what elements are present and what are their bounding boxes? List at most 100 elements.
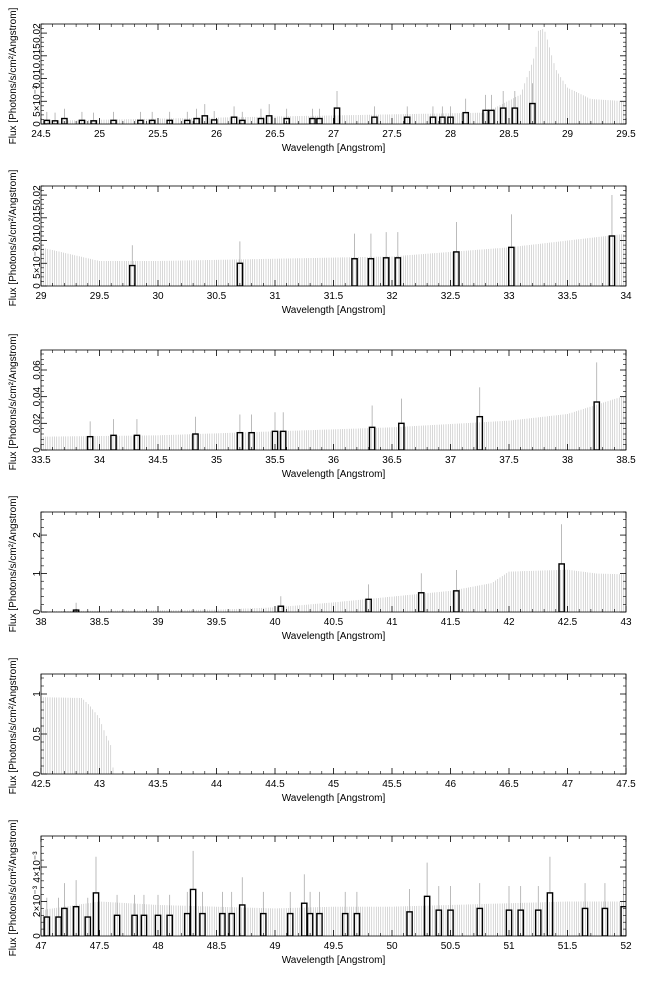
flux-bar	[183, 119, 191, 124]
flux-bar	[367, 258, 375, 286]
x-tick-label: 38	[35, 617, 47, 628]
flux-bar	[137, 119, 144, 124]
flux-bar	[529, 102, 536, 124]
x-tick-label: 29.5	[90, 291, 110, 302]
flux-bar	[517, 909, 525, 936]
flux-bar	[61, 117, 68, 124]
x-tick-label: 44.5	[265, 779, 285, 790]
x-tick-label: 50.5	[441, 941, 461, 952]
flux-bar	[84, 916, 92, 936]
flux-bar	[193, 117, 200, 124]
plot-area	[41, 195, 626, 286]
x-tick-label: 38.5	[90, 617, 110, 628]
x-tick-label: 45	[328, 779, 340, 790]
plot-area	[41, 362, 626, 450]
flux-bar	[511, 107, 519, 124]
chart-panel-3: 33.5 34 34.5 35 35.5 36 36.5 37 37.5 38 38.5 0 0.02 0…	[8, 333, 636, 480]
flux-bar	[333, 107, 341, 124]
y-tick-label: 0	[32, 771, 43, 777]
x-tick-label: 26	[211, 129, 223, 140]
flux-bar	[238, 119, 246, 124]
y-tick-label: 4×10⁻³	[32, 851, 43, 883]
x-tick-label: 40.5	[324, 617, 344, 628]
y-tick-label: 2	[32, 532, 43, 538]
x-tick-label: 28.5	[499, 129, 519, 140]
x-tick-label: 43	[94, 779, 106, 790]
flux-bar	[148, 119, 156, 124]
x-tick-label: 29.5	[616, 129, 636, 140]
x-tick-label: 35.5	[265, 455, 285, 466]
x-tick-label: 43	[620, 617, 632, 628]
y-tick-label: 0.01	[32, 68, 43, 88]
x-tick-label: 42.5	[558, 617, 578, 628]
x-tick-label: 47.5	[616, 779, 636, 790]
x-tick-label: 30	[152, 291, 164, 302]
y-tick-label: 0.06	[32, 360, 43, 380]
x-tick-label: 38.5	[616, 455, 636, 466]
x-tick-label: 35	[211, 455, 223, 466]
x-tick-label: 25	[94, 129, 106, 140]
flux-bar	[435, 909, 443, 936]
flux-bar	[277, 605, 285, 612]
x-tick-label: 48.5	[207, 941, 227, 952]
y-tick-label: 0.04	[32, 386, 43, 406]
flux-bar	[78, 119, 86, 124]
flux-bar	[72, 905, 80, 936]
x-tick-label: 24.5	[31, 129, 51, 140]
x-tick-label: 36.5	[382, 455, 402, 466]
x-tick-label: 47	[35, 941, 47, 952]
flux-bar	[306, 912, 314, 936]
flux-bar	[368, 426, 376, 450]
plot-area	[41, 29, 626, 124]
y-tick-label: 1	[32, 570, 43, 576]
flux-bar	[593, 401, 601, 450]
x-tick-label: 37	[445, 455, 457, 466]
flux-bar	[43, 119, 51, 124]
x-axis-label: Wavelength [Angstrom]	[282, 955, 386, 966]
x-tick-label: 47.5	[90, 941, 110, 952]
flux-bar	[351, 258, 358, 286]
y-tick-label: 0	[32, 447, 43, 453]
y-tick-label: 0	[32, 609, 43, 615]
chart-panel-2: 29 29.5 30 30.5 31 31.5 32 32.5 33 33.5 3405×10⁻³0…	[8, 169, 632, 316]
x-tick-label: 42.5	[31, 779, 51, 790]
x-tick-label: 31.5	[324, 291, 344, 302]
x-tick-label: 51	[503, 941, 515, 952]
chart-panel-1: 24.5 25 25.5 26 26.5 27 27.5 28 28.5 29 29.5 0 5×10⁻…	[8, 7, 636, 154]
x-tick-label: 47	[562, 779, 574, 790]
flux-bar	[166, 119, 174, 124]
x-axis-label: Wavelength [Angstrom]	[282, 469, 386, 480]
flux-bar	[43, 916, 51, 936]
flux-bar	[265, 115, 273, 124]
chart-panel-5: 42.5 43 43.5 44 44.5 45 45.5 46 46.5 47 47.5 0 0.5 1 W…	[8, 657, 636, 804]
x-tick-label: 26.5	[265, 129, 285, 140]
plot-area	[41, 850, 626, 936]
flux-bar	[499, 107, 507, 124]
flux-bar	[608, 235, 616, 286]
x-tick-label: 33.5	[31, 455, 51, 466]
flux-bar	[92, 892, 100, 936]
y-tick-label: 0.015	[32, 205, 43, 230]
y-tick-label: 0	[32, 121, 43, 127]
x-tick-label: 52	[620, 941, 632, 952]
y-tick-label: 0.01	[32, 230, 43, 250]
flux-bar	[201, 115, 209, 124]
flux-bar	[309, 117, 316, 124]
x-tick-label: 33	[503, 291, 515, 302]
flux-bar	[128, 264, 136, 286]
plot-area	[41, 524, 626, 612]
x-axis-label: Wavelength [Angstrom]	[282, 143, 386, 154]
x-tick-label: 30.5	[207, 291, 227, 302]
x-tick-label: 27	[328, 129, 340, 140]
y-tick-label: 5×10⁻³	[32, 247, 43, 279]
x-tick-label: 41.5	[441, 617, 461, 628]
flux-bar	[453, 590, 460, 612]
x-tick-label: 34	[94, 455, 106, 466]
y-tick-label: 0.02	[32, 23, 43, 43]
y-tick-label: 0	[32, 283, 43, 289]
flux-bar	[505, 909, 513, 936]
y-tick-label: 0.02	[32, 185, 43, 205]
flux-bar	[353, 912, 361, 936]
flux-bar	[238, 904, 246, 936]
x-tick-label: 33.5	[558, 291, 578, 302]
